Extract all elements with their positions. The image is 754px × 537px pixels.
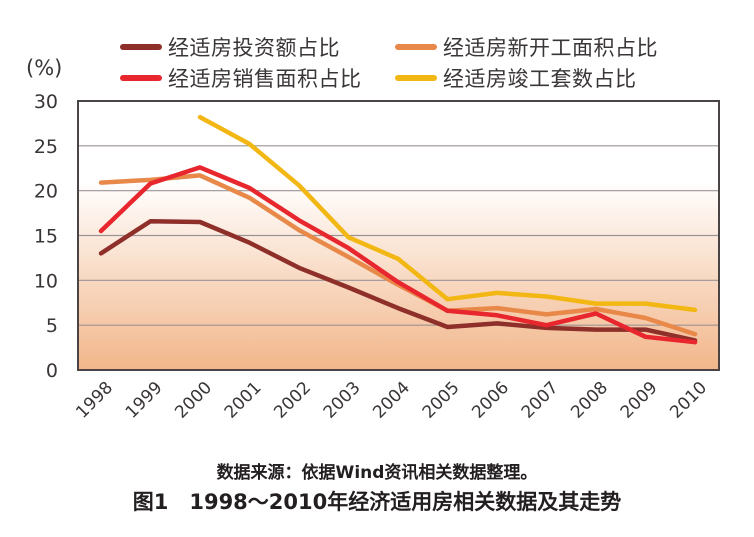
legend-swatch-sales: [120, 75, 162, 81]
x-tick-label: 2003: [320, 378, 365, 423]
y-tick-label: 25: [34, 136, 58, 158]
legend-label-new-construction: 经适房新开工面积占比: [443, 36, 658, 60]
y-axis-ticks: 0 5 10 15 20 25 30: [34, 91, 58, 382]
legend-item-investment: 经适房投资额占比: [120, 33, 340, 61]
x-tick-label: 2008: [567, 378, 612, 423]
chart-title: 图1 1998～2010年经济适用房相关数据及其走势: [132, 490, 622, 514]
x-tick-label: 2007: [518, 378, 563, 423]
x-tick-label: 2005: [419, 378, 464, 423]
y-tick-label: 20: [34, 181, 58, 203]
y-axis-unit-label: (%): [26, 56, 63, 80]
legend-item-completion: 经适房竣工套数占比: [395, 64, 637, 92]
y-tick-label: 30: [34, 91, 58, 113]
series-lines: [98, 114, 698, 345]
gridlines: [78, 145, 719, 326]
series-line-1: [98, 173, 698, 337]
legend-item-new-construction: 经适房新开工面积占比: [395, 33, 658, 61]
x-tick-label: 2002: [270, 378, 315, 423]
x-tick-label: 2001: [221, 378, 266, 423]
legend-item-sales: 经适房销售面积占比: [120, 64, 362, 92]
data-source-note: 数据来源：依据Wind资讯相关数据整理。: [216, 463, 538, 483]
y-tick-label: 15: [34, 226, 58, 248]
y-tick-label: 5: [46, 315, 58, 337]
x-tick-label: 2004: [369, 378, 414, 423]
legend-label-completion: 经适房竣工套数占比: [443, 67, 637, 91]
legend-swatch-new-construction: [395, 44, 437, 50]
x-tick-label: 2000: [171, 378, 216, 423]
legend-label-sales: 经适房销售面积占比: [168, 67, 362, 91]
legend-swatch-completion: [395, 75, 437, 81]
x-tick-label: 2006: [468, 378, 513, 423]
x-tick-label: 2010: [666, 378, 711, 423]
y-tick-label: 0: [46, 360, 58, 382]
x-tick-label: 1998: [72, 378, 117, 423]
series-line-0: [98, 218, 698, 343]
series-line-2: [98, 165, 698, 345]
plot-frame: [77, 100, 720, 371]
y-tick-label: 10: [34, 270, 58, 292]
legend-label-investment: 经适房投资额占比: [168, 36, 340, 60]
legend-swatch-investment: [120, 44, 162, 50]
x-tick-label: 2009: [617, 378, 662, 423]
x-axis-ticks: 1998 1999 2000 2001 2002 2003 2004 2005 2006 2007…: [72, 378, 711, 423]
x-tick-label: 1999: [122, 378, 167, 423]
series-line-3: [197, 114, 698, 313]
